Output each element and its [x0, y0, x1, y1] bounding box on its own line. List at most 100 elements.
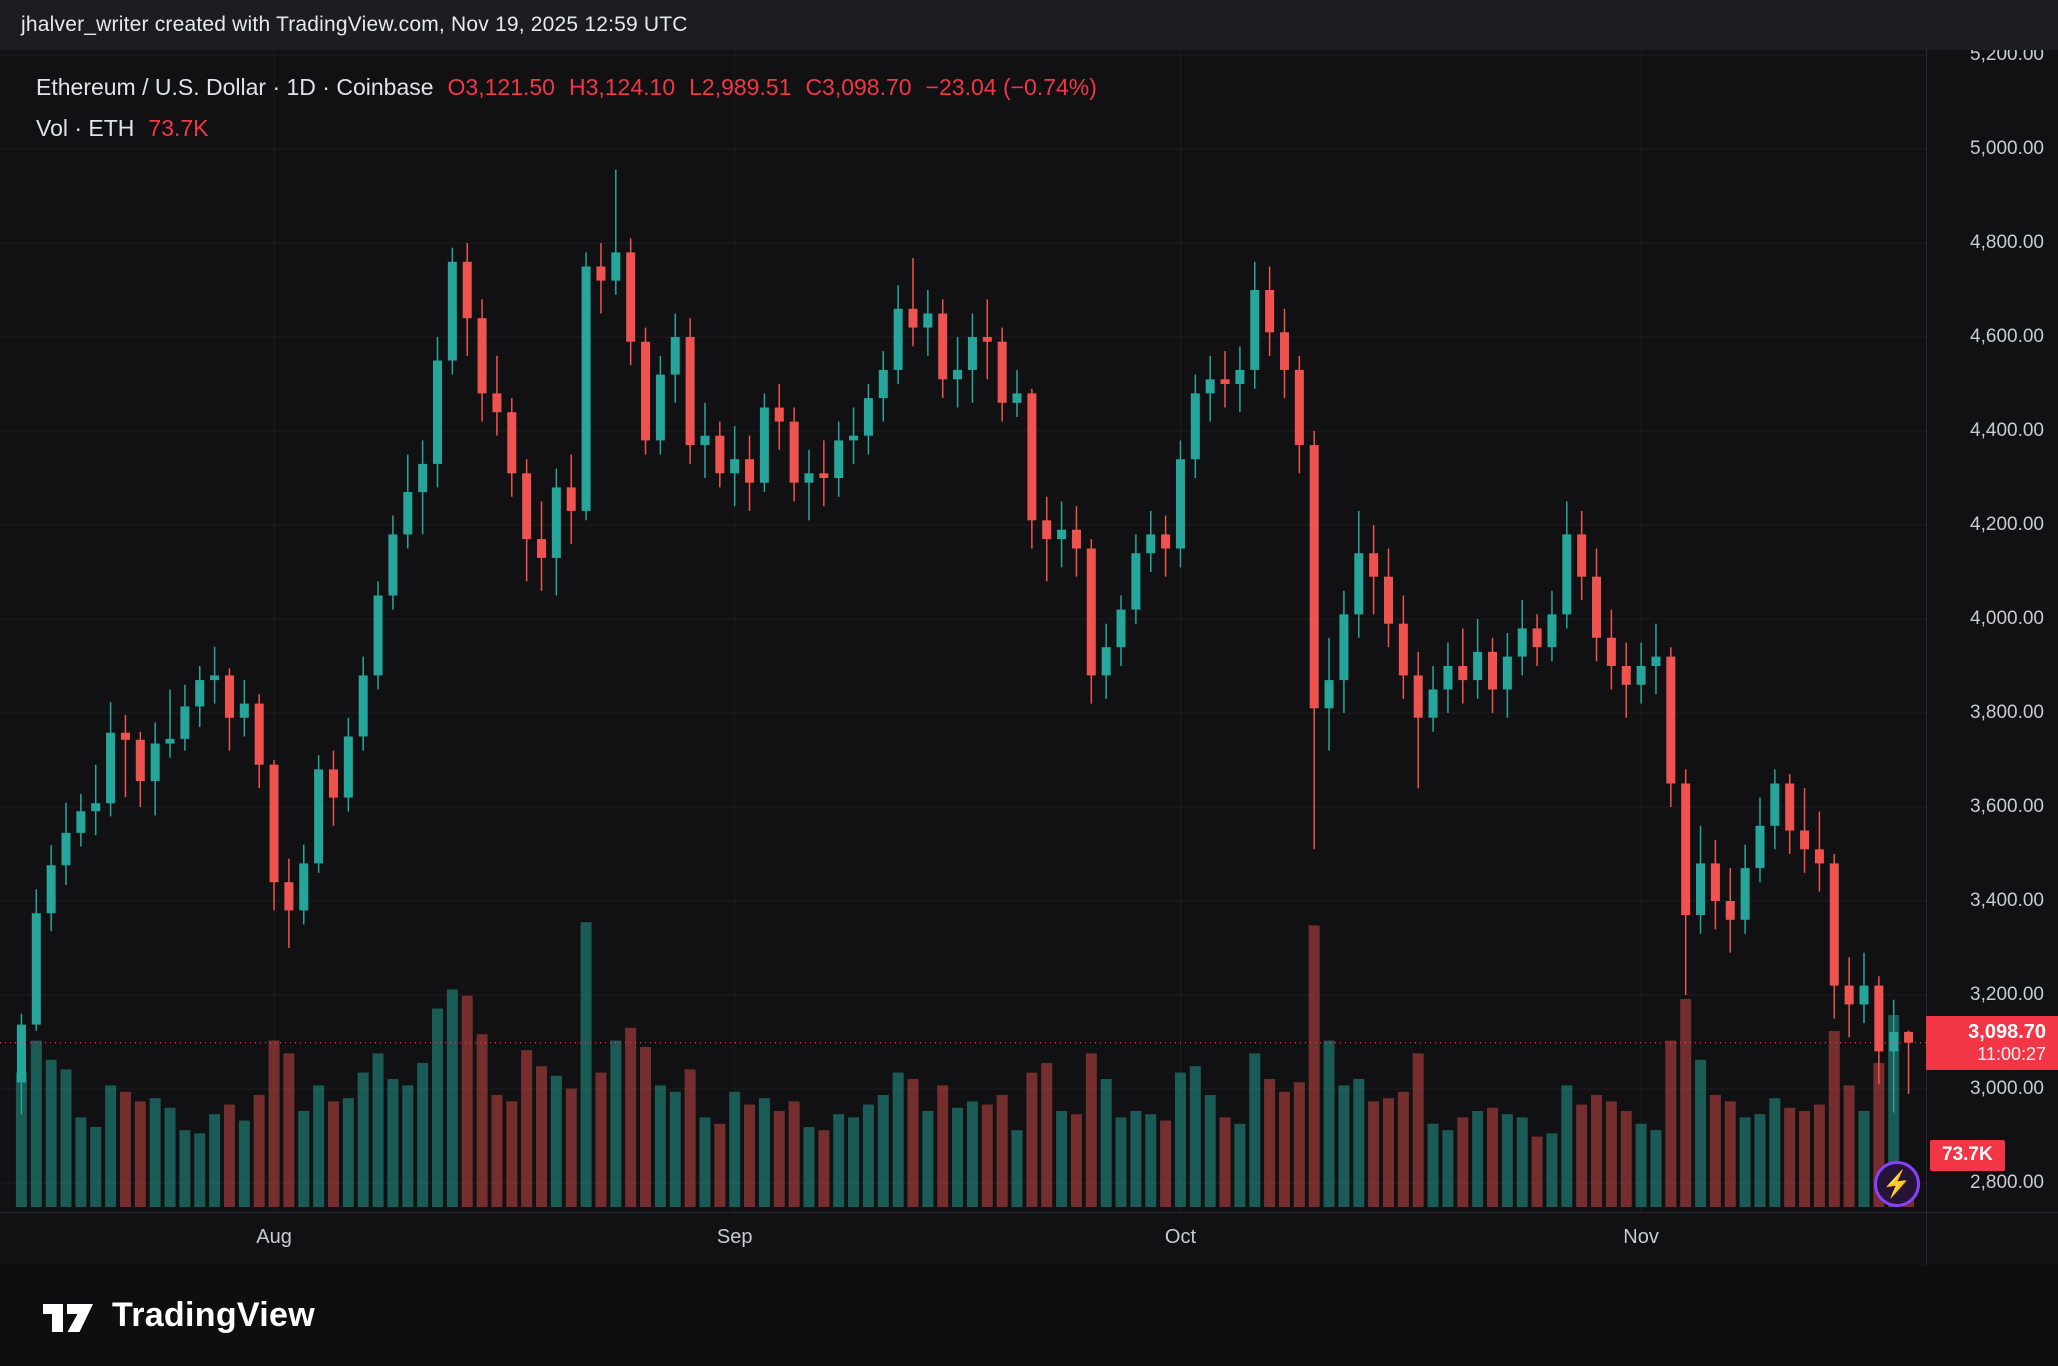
candle-body[interactable] [982, 337, 992, 342]
candle-body[interactable] [1814, 849, 1824, 864]
candle-body[interactable] [1146, 534, 1156, 554]
candle-body[interactable] [239, 703, 249, 718]
candle-body[interactable] [1502, 656, 1512, 690]
candle-body[interactable] [1710, 863, 1720, 901]
candle-body[interactable] [1413, 675, 1423, 718]
candle-body[interactable] [388, 534, 398, 596]
candle-body[interactable] [730, 459, 740, 474]
candle-body[interactable] [953, 369, 963, 380]
candle-body[interactable] [1205, 379, 1215, 394]
candle-body[interactable] [1592, 576, 1602, 638]
candle-body[interactable] [789, 421, 799, 483]
candle-body[interactable] [403, 492, 413, 535]
candle-body[interactable] [1086, 548, 1096, 676]
candle-body[interactable] [224, 675, 234, 718]
candle-body[interactable] [462, 261, 472, 319]
candle-body[interactable] [1443, 666, 1453, 690]
candle-body[interactable] [1116, 609, 1126, 648]
candle-body[interactable] [492, 393, 502, 413]
candle-body[interactable] [819, 473, 829, 478]
candle-body[interactable] [967, 337, 977, 370]
candle-body[interactable] [641, 341, 651, 441]
candle-body[interactable] [1175, 459, 1185, 549]
candle-body[interactable] [626, 252, 636, 342]
candle-body[interactable] [774, 407, 784, 422]
candle-body[interactable] [804, 473, 814, 483]
candle-body[interactable] [759, 407, 769, 483]
candle-body[interactable] [1844, 985, 1854, 1005]
candle-body[interactable] [1681, 783, 1691, 916]
candle-body[interactable] [537, 539, 547, 558]
candle-body[interactable] [581, 266, 591, 511]
candle-body[interactable] [1250, 290, 1260, 370]
candle-body[interactable] [908, 308, 918, 328]
candle-body[interactable] [1458, 666, 1468, 681]
candle-body[interactable] [715, 435, 725, 474]
candle-body[interactable] [1101, 647, 1111, 676]
candle-body[interactable] [1265, 290, 1275, 333]
candle-body[interactable] [893, 308, 903, 370]
candle-body[interactable] [1785, 783, 1795, 831]
candle-body[interactable] [254, 703, 264, 765]
candle-body[interactable] [16, 1024, 26, 1083]
candle-body[interactable] [507, 412, 517, 474]
candle-body[interactable] [328, 769, 338, 798]
candle-body[interactable] [1042, 520, 1052, 540]
candle-body[interactable] [1547, 614, 1557, 648]
candle-body[interactable] [997, 341, 1007, 403]
candle-body[interactable] [432, 360, 442, 464]
candle-body[interactable] [1859, 985, 1869, 1005]
candle-body[interactable] [1577, 534, 1587, 577]
candle-body[interactable] [1027, 393, 1037, 521]
candle-body[interactable] [1354, 553, 1364, 615]
candle-body[interactable] [195, 680, 205, 707]
price-axis[interactable] [1926, 50, 2058, 1265]
candle-body[interactable] [1057, 529, 1067, 540]
candle-body[interactable] [1621, 666, 1631, 685]
candle-body[interactable] [522, 473, 532, 540]
candle-body[interactable] [566, 487, 576, 511]
candle-body[interactable] [418, 463, 428, 493]
candle-body[interactable] [299, 863, 309, 911]
candle-body[interactable] [120, 732, 130, 740]
candle-body[interactable] [878, 369, 888, 399]
candle-body[interactable] [849, 435, 859, 441]
candle-body[interactable] [1383, 576, 1393, 624]
candle-body[interactable] [165, 738, 175, 744]
candle-body[interactable] [1755, 825, 1765, 869]
candle-body[interactable] [373, 595, 383, 676]
candle-body[interactable] [1339, 614, 1349, 681]
candle-body[interactable] [1190, 393, 1200, 460]
candle-body[interactable] [1636, 666, 1646, 685]
candle-body[interactable] [1369, 553, 1379, 577]
candle-body[interactable] [1161, 534, 1171, 549]
candle-body[interactable] [358, 675, 368, 737]
candle-body[interactable] [1309, 445, 1319, 709]
candle-body[interactable] [1651, 656, 1661, 666]
candle-body[interactable] [1740, 868, 1750, 920]
candle-body[interactable] [551, 487, 561, 558]
candle-body[interactable] [477, 318, 487, 394]
candle-body[interactable] [1725, 901, 1735, 920]
candle-body[interactable] [1889, 1031, 1899, 1052]
candle-body[interactable] [1294, 369, 1304, 446]
candle-body[interactable] [1770, 783, 1780, 826]
symbol-title[interactable]: Ethereum / U.S. Dollar · 1D · Coinbase [36, 74, 434, 100]
candle-body[interactable] [180, 706, 190, 739]
candle-body[interactable] [1829, 863, 1839, 986]
candle-body[interactable] [1606, 637, 1616, 666]
candle-body[interactable] [150, 743, 160, 782]
volume-indicator-title[interactable]: Vol · ETH [36, 115, 135, 141]
time-axis[interactable] [0, 1212, 2058, 1265]
candle-body[interactable] [1696, 863, 1706, 916]
candle-body[interactable] [655, 374, 665, 441]
candle-body[interactable] [31, 913, 41, 1025]
candle-body[interactable] [1473, 651, 1483, 681]
candle-body[interactable] [61, 832, 71, 866]
candle-body[interactable] [1220, 379, 1230, 384]
candle-body[interactable] [1532, 628, 1542, 648]
tradingview-logo[interactable]: TradingView [40, 1294, 315, 1338]
candle-body[interactable] [745, 459, 755, 483]
candle-body[interactable] [1324, 680, 1334, 709]
